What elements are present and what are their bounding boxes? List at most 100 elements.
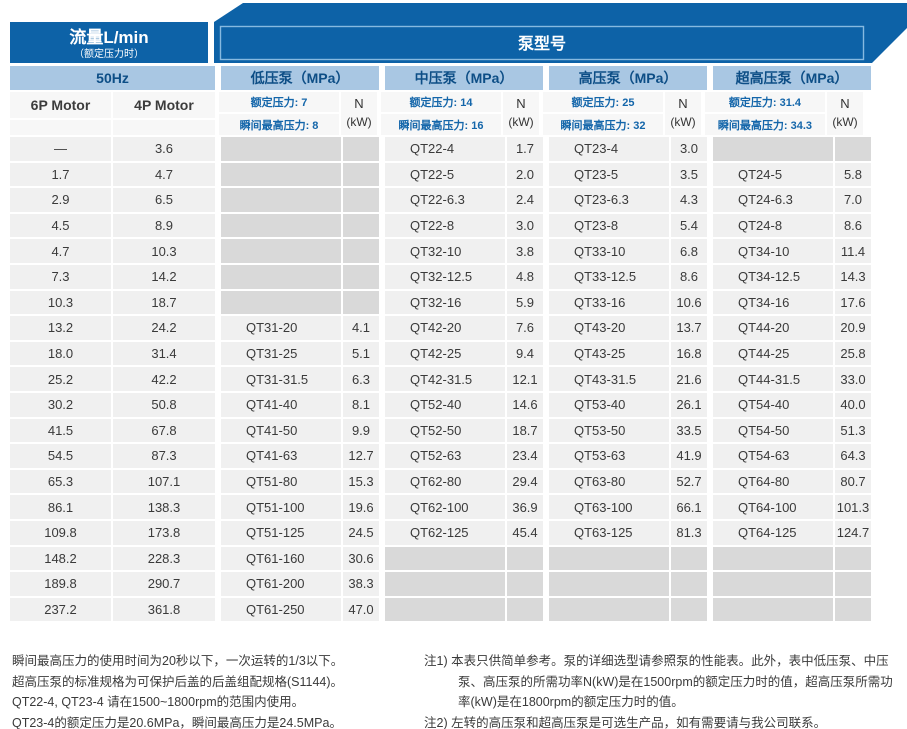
pump-model-cell: QT32-10 [385, 239, 505, 263]
flow-subtitle: （额定压力时） [74, 47, 144, 60]
section-header-medium-pressure: 中压泵（MPa） [385, 66, 543, 90]
power-value-cell: 21.6 [671, 367, 707, 391]
flow-4p-cell: 24.2 [113, 316, 215, 340]
power-value-cell: 5.8 [835, 162, 871, 187]
power-value-cell: 11.4 [835, 239, 871, 263]
peak-pressure-label: 瞬间最高压力: 32 [543, 114, 663, 135]
flow-6p-cell: 86.1 [10, 495, 111, 519]
flow-6p-cell: 65.3 [10, 469, 111, 494]
power-value-cell: 26.1 [671, 392, 707, 417]
empty-cell [221, 188, 341, 212]
ultra-high-pressure-ratings: 额定压力: 31.4 瞬间最高压力: 34.3 [705, 92, 825, 135]
power-value-cell: 2.0 [507, 162, 543, 187]
flow-4p-cell: 14.2 [113, 264, 215, 289]
footnote-line: QT23-4的额定压力是20.6MPa，瞬间最高压力是24.5MPa。 [12, 715, 342, 729]
empty-cell [549, 546, 669, 571]
empty-cell [343, 213, 379, 238]
pump-model-cell: QT51-80 [221, 469, 341, 494]
flow-6p-cell: 30.2 [10, 392, 111, 417]
pump-model-cell: QT22-5 [385, 162, 505, 187]
section-header-high-pressure: 高压泵（MPa） [549, 66, 707, 90]
power-value-cell: 3.0 [507, 213, 543, 238]
empty-cell [835, 546, 871, 571]
power-value-cell: 14.3 [835, 264, 871, 289]
table-row: 4.7 10.3 QT32-10 3.8 QT33-10 6.8 QT34-10 11.4 [10, 239, 873, 263]
power-value-cell: 8.1 [343, 392, 379, 417]
flow-4p-cell: 228.3 [113, 546, 215, 571]
pump-model-cell: QT61-250 [221, 597, 341, 622]
table-row: 7.3 14.2 QT32-12.5 4.8 QT33-12.5 8.6 QT34-12.5… [10, 264, 873, 289]
medium-pressure-ratings: 额定压力: 14 瞬间最高压力: 16 [381, 92, 501, 135]
table-row: 54.5 87.3 QT41-63 12.7 QT52-63 23.4 QT53-63 41.… [10, 444, 873, 468]
table-row: 86.1 138.3 QT51-100 19.6 QT62-100 36.9 QT63-10… [10, 495, 873, 519]
power-value-cell: 45.4 [507, 520, 543, 545]
flow-6p-cell: 41.5 [10, 418, 111, 443]
power-value-cell: 81.3 [671, 520, 707, 545]
table-row: 41.5 67.8 QT41-50 9.9 QT52-50 18.7 QT53-50 33.5… [10, 418, 873, 443]
pump-model-cell: QT43-31.5 [549, 367, 669, 391]
empty-cell [221, 137, 341, 161]
pump-model-cell: QT22-8 [385, 213, 505, 238]
pump-model-cell: QT42-20 [385, 316, 505, 340]
pump-model-cell: QT41-63 [221, 444, 341, 468]
pump-model-cell: QT51-100 [221, 495, 341, 519]
table-row: 189.8 290.7 QT61-200 38.3 [10, 572, 873, 596]
flow-6p-cell: 109.8 [10, 520, 111, 545]
table-row: 237.2 361.8 QT61-250 47.0 [10, 597, 873, 622]
rated-pressure-label: 额定压力: 31.4 [705, 92, 825, 112]
empty-cell [343, 137, 379, 161]
flow-6p-cell: 1.7 [10, 162, 111, 187]
flow-4p-cell: 50.8 [113, 392, 215, 417]
pump-model-cell: QT54-50 [713, 418, 833, 443]
pump-model-cell: QT42-31.5 [385, 367, 505, 391]
flow-6p-cell: 189.8 [10, 572, 111, 596]
pump-model-cell: QT31-25 [221, 341, 341, 366]
power-column-header: N (kW) [503, 92, 539, 135]
pump-model-title: 泵型号 [517, 35, 566, 53]
footnote-line: 超高压泵的标准规格为可保护后盖的后盖组配规格(S1144)。 [12, 674, 344, 689]
pump-model-cell: QT54-63 [713, 444, 833, 468]
power-unit-n: N [840, 96, 850, 112]
power-value-cell: 5.9 [507, 290, 543, 315]
power-value-cell: 5.4 [671, 213, 707, 238]
table-row: 10.3 18.7 QT32-16 5.9 QT33-16 10.6 QT34-16 17.6 [10, 290, 873, 315]
pump-model-cell: QT63-80 [549, 469, 669, 494]
power-value-cell: 17.6 [835, 290, 871, 315]
power-value-cell: 30.6 [343, 546, 379, 571]
power-value-cell: 24.5 [343, 520, 379, 545]
footnote-note-2: 注2) 左转的高压泵和超高压泵是可选生产品，如有需要请与我公司联系。 [424, 715, 827, 729]
power-value-cell: 1.7 [507, 137, 543, 161]
pump-model-cell: QT53-40 [549, 392, 669, 417]
pump-model-cell: QT44-20 [713, 316, 833, 340]
power-value-cell: 13.7 [671, 316, 707, 340]
pump-model-cell: QT63-100 [549, 495, 669, 519]
empty-cell [835, 597, 871, 622]
pump-model-cell: QT34-10 [713, 239, 833, 263]
power-value-cell: 7.6 [507, 316, 543, 340]
flow-4p-cell: 87.3 [113, 444, 215, 468]
power-value-cell: 2.4 [507, 188, 543, 212]
power-value-cell: 66.1 [671, 495, 707, 519]
peak-pressure-label: 瞬间最高压力: 16 [381, 114, 501, 135]
pump-model-cell: QT53-50 [549, 418, 669, 443]
power-value-cell: 101.3 [835, 495, 871, 519]
pump-model-cell: QT24-8 [713, 213, 833, 238]
empty-cell [221, 264, 341, 289]
pump-model-cell: QT23-8 [549, 213, 669, 238]
empty-cell [671, 546, 707, 571]
power-column-header: N (kW) [665, 92, 701, 135]
footnote-line: 瞬间最高压力的使用时间为20秒以下，一次运转的1/3以下。 [12, 654, 344, 668]
power-value-cell: 3.8 [507, 239, 543, 263]
table-row: 109.8 173.8 QT51-125 24.5 QT62-125 45.4 QT63-1… [10, 520, 873, 545]
pump-model-cell: QT23-5 [549, 162, 669, 187]
empty-cell [343, 290, 379, 315]
pump-model-cell: QT22-6.3 [385, 188, 505, 212]
table-row: 65.3 107.1 QT51-80 15.3 QT62-80 29.4 QT63-80 52… [10, 469, 873, 494]
footnote-note-1: 注1) 本表只供简单参考。泵的详细选型请参照泵的性能表。此外，表中低压泵、中压泵… [424, 654, 893, 709]
flow-4p-cell: 10.3 [113, 239, 215, 263]
power-column-header: N (kW) [341, 92, 377, 135]
pump-model-cell: QT61-200 [221, 572, 341, 596]
pump-model-cell: QT43-25 [549, 341, 669, 366]
power-unit-kw: (kW) [508, 115, 534, 130]
power-value-cell: 3.5 [671, 162, 707, 187]
